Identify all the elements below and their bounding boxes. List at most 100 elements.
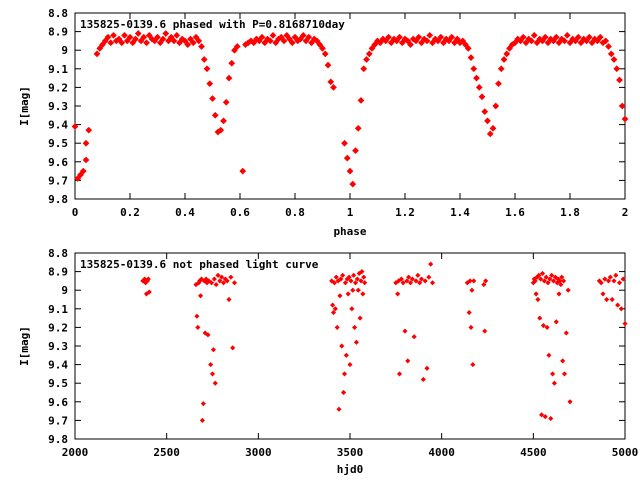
data-point: [541, 33, 549, 41]
data-point: [348, 278, 354, 284]
data-point: [530, 31, 538, 39]
data-point: [343, 352, 349, 358]
data-point: [528, 37, 535, 45]
data-point: [404, 37, 412, 45]
data-point: [363, 56, 370, 63]
data-point: [404, 278, 410, 284]
data-point: [371, 41, 379, 48]
data-point: [542, 414, 548, 420]
data-point: [352, 324, 358, 330]
y-tick-label: 9.2: [48, 81, 68, 94]
data-point: [437, 33, 445, 41]
data-point: [206, 80, 214, 88]
data-point: [535, 296, 541, 303]
data-point: [466, 309, 472, 316]
data-point: [356, 270, 362, 277]
data-point: [340, 272, 346, 278]
data-point: [167, 33, 175, 41]
data-point: [280, 37, 288, 45]
unphased-y-axis-label: I[mag]: [18, 326, 31, 366]
data-point: [567, 399, 573, 405]
y-tick-label: 9.3: [48, 340, 68, 353]
data-point: [538, 276, 544, 282]
data-point: [409, 276, 415, 282]
data-point: [324, 61, 332, 69]
data-point: [230, 345, 236, 351]
data-point: [398, 276, 404, 282]
x-tick-label: 2000: [62, 446, 89, 459]
data-point: [360, 65, 368, 73]
data-point: [210, 347, 216, 353]
data-point: [213, 282, 219, 288]
data-point: [411, 334, 417, 340]
data-point: [170, 37, 178, 45]
data-point: [288, 39, 296, 47]
data-point: [611, 278, 617, 284]
data-point: [561, 278, 567, 284]
data-point: [165, 37, 172, 45]
data-point: [544, 39, 552, 47]
data-point: [470, 65, 478, 73]
data-point: [145, 31, 153, 39]
data-point: [352, 280, 359, 286]
data-point: [228, 59, 236, 67]
data-point: [551, 380, 557, 386]
data-point: [563, 31, 571, 39]
data-point: [536, 272, 542, 278]
data-point: [405, 358, 411, 364]
data-point: [198, 43, 205, 50]
x-tick-label: 4000: [428, 446, 455, 459]
data-point: [566, 39, 574, 47]
data-point: [385, 33, 392, 41]
phased-light-curve-panel: 135825-0139.6 phased with P=0.8168710day…: [18, 7, 629, 238]
data-point: [176, 39, 183, 47]
data-point: [418, 39, 425, 47]
data-point: [96, 44, 104, 52]
data-point: [200, 56, 208, 63]
data-point: [224, 278, 230, 284]
y-tick-label: 8.8: [48, 7, 68, 20]
x-tick-label: 2500: [153, 446, 180, 459]
x-tick-label: 4500: [520, 446, 547, 459]
y-tick-label: 8.8: [48, 247, 68, 260]
data-point: [610, 56, 618, 63]
data-point: [415, 272, 421, 278]
data-point: [471, 278, 477, 284]
data-point: [217, 278, 223, 284]
data-point: [588, 39, 596, 47]
data-point: [602, 276, 608, 282]
data-point: [396, 278, 402, 284]
data-point: [428, 261, 434, 267]
data-point: [577, 39, 585, 47]
data-point: [330, 309, 337, 316]
data-point: [451, 39, 458, 47]
data-point: [283, 31, 291, 39]
data-point: [467, 278, 473, 284]
y-tick-label: 9.1: [48, 63, 68, 76]
data-point: [77, 171, 84, 179]
data-point: [387, 39, 395, 47]
data-point: [620, 276, 626, 282]
data-point: [402, 328, 408, 334]
data-point: [346, 167, 354, 175]
data-point: [220, 117, 227, 125]
data-point: [514, 35, 522, 43]
data-point: [192, 33, 200, 41]
data-point: [352, 147, 359, 155]
data-point: [445, 37, 453, 45]
x-tick-label: 0.2: [120, 206, 140, 219]
data-point: [215, 272, 221, 278]
data-point: [368, 44, 376, 52]
data-point: [481, 108, 489, 115]
data-point: [327, 78, 335, 86]
data-point: [184, 41, 192, 48]
data-point: [342, 280, 348, 286]
data-point: [464, 44, 472, 52]
data-point: [231, 280, 238, 286]
data-point: [195, 37, 203, 45]
data-point: [199, 417, 205, 423]
data-point: [358, 278, 364, 284]
data-point: [469, 287, 475, 293]
x-tick-label: 0.6: [230, 206, 250, 219]
